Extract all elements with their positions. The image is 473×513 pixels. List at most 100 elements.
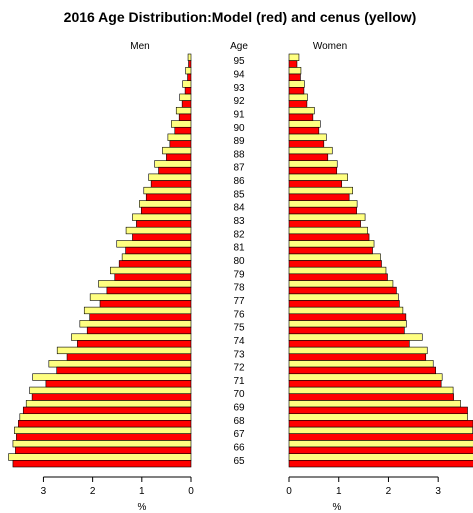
women-census-bar [288,253,381,261]
men-model-bar [45,380,192,388]
men-model-bar [150,180,192,188]
women-model-bar [288,87,305,95]
men-model-bar [136,220,192,228]
women-census-bar [288,373,443,381]
women-model-bar [288,60,298,68]
women-census-bar [288,413,468,421]
women-model-bar [288,166,338,175]
men-census-bar [8,453,192,461]
men-x-tick-label: 0 [188,486,194,497]
women-x-tick-label: 3 [435,486,441,497]
age-tick-label: 79 [233,269,245,280]
age-tick-label: 68 [233,416,245,427]
women-model-bar [288,233,370,241]
women-model-bar [288,260,382,268]
women-census-bar [288,453,473,461]
men-census-bar [56,346,192,355]
men-model-bar [118,260,192,268]
age-tick-label: 80 [233,256,245,267]
men-census-bar [187,53,192,61]
women-model-bar [288,286,397,295]
women-model-bar [288,433,473,441]
age-tick-label: 70 [233,389,245,400]
women-model-bar [288,460,473,468]
men-model-bar [56,366,192,375]
women-model-bar [288,273,388,281]
age-tick-label: 86 [233,176,245,187]
women-model-bar [288,180,343,188]
women-census-bar [288,67,302,75]
men-census-bar [148,173,192,181]
men-census-bar [12,440,192,448]
men-model-bar [178,113,192,121]
men-census-bar [32,373,192,381]
women-model-bar [288,380,442,388]
men-census-bar [175,106,192,115]
men-census-bar [162,146,192,155]
women-model-bar [288,393,454,401]
women-model-bar [288,193,350,201]
women-model-bar [288,326,405,335]
men-model-bar [174,126,192,135]
age-tick-label: 95 [233,56,245,67]
men-model-bar [66,353,192,361]
women-census-bar [288,93,308,101]
women-model-bar [288,113,314,121]
age-tick-label: 78 [233,283,245,294]
women-census-bar [288,226,368,235]
women-census-bar [288,173,348,181]
age-tick-label: 77 [233,296,245,307]
women-census-bar [288,240,375,248]
men-census-bar [139,200,192,208]
women-x-tick-label: 0 [286,486,292,497]
men-model-bar [184,87,192,95]
women-model-bar [288,353,427,361]
women-census-bar [288,120,321,128]
men-model-bar [132,233,192,241]
women-census-bar [288,400,461,408]
men-model-bar [188,60,192,68]
age-tick-label: 72 [233,363,245,374]
men-model-bar [187,73,192,81]
men-census-bar [125,226,192,235]
women-bars-group [288,53,473,468]
men-model-bar [31,393,192,401]
women-census-bar [288,146,333,155]
women-census-bar [288,53,300,61]
women-model-bar [288,220,361,228]
women-census-bar [288,320,407,328]
women-census-bar [288,386,454,395]
age-tick-label: 91 [233,109,245,120]
age-tick-label: 75 [233,323,245,334]
women-model-bar [288,100,308,108]
age-tick-label: 71 [233,376,245,387]
men-model-bar [22,406,192,415]
women-x-axis: 0 1 2 3 [286,476,441,497]
women-census-bar [288,360,434,368]
age-tick-label: 88 [233,149,245,160]
age-tick-label: 94 [233,69,245,80]
women-x-tick-label: 1 [336,486,342,497]
men-census-bar [98,280,192,288]
women-census-bar [288,186,353,195]
age-tick-label: 89 [233,136,245,147]
age-tick-label: 76 [233,309,245,320]
men-census-bar [29,386,192,395]
women-model-bar [288,140,325,148]
women-census-bar [288,200,358,208]
men-census-bar [121,253,192,261]
women-census-bar [288,293,399,301]
age-column-label: Age [230,41,248,52]
women-model-bar [288,246,373,255]
men-x-tick-label: 3 [41,486,47,497]
women-census-bar [288,80,305,88]
age-tick-label: 73 [233,349,245,360]
men-census-bar [79,320,192,328]
men-model-bar [158,166,192,175]
women-model-bar [288,406,468,415]
age-tick-label: 93 [233,83,245,94]
age-tick-label: 74 [233,336,245,347]
women-model-bar [288,153,329,161]
men-x-tick-label: 1 [139,486,145,497]
